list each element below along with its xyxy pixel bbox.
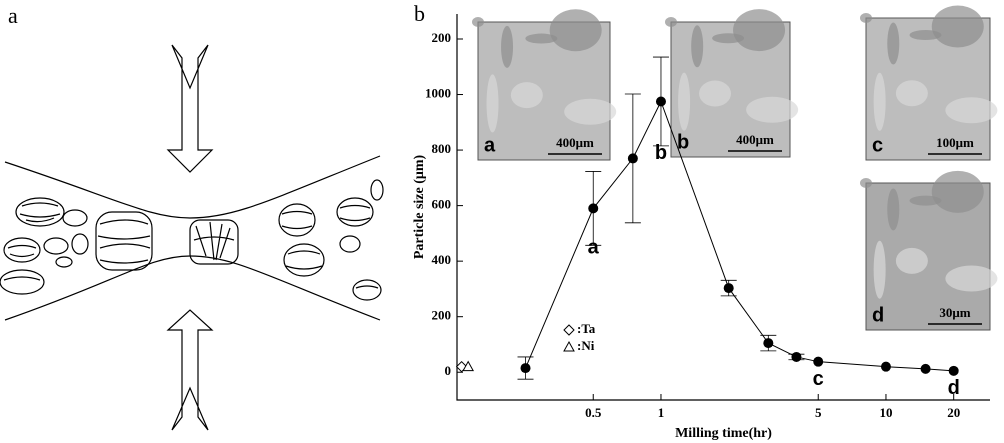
inset-texture	[945, 97, 998, 124]
data-point	[880, 361, 891, 372]
inset-texture	[887, 22, 900, 65]
legend-marker	[563, 340, 575, 352]
point-label: c	[813, 368, 824, 390]
data-point	[791, 351, 802, 362]
inset-texture	[678, 72, 691, 131]
point-label: a	[588, 237, 600, 259]
data-point	[520, 363, 531, 374]
inset-texture	[887, 188, 900, 231]
inset-texture	[699, 80, 732, 107]
inset-texture	[510, 82, 543, 109]
inset-texture	[945, 265, 998, 292]
scale-label: 30μm	[939, 305, 970, 320]
data-point	[763, 338, 774, 349]
inset-texture	[712, 33, 745, 44]
data-point	[813, 356, 824, 367]
data-point	[588, 203, 599, 214]
inset-texture	[733, 9, 786, 52]
inset-texture	[860, 178, 872, 188]
data-point	[462, 360, 475, 372]
data-point	[655, 96, 666, 107]
inset-label: a	[484, 134, 496, 156]
plot: 0 200 400 600 800 1000 200 0.5 1 5 10 20 Milling tim…	[412, 5, 998, 441]
data-point	[627, 153, 638, 164]
inset-texture	[486, 74, 499, 133]
inset-texture	[909, 30, 942, 41]
x-axis-label: Milling time(hr)	[675, 426, 772, 441]
inset-texture	[549, 9, 602, 52]
y-tick-label: 800	[432, 141, 452, 156]
inset-texture	[691, 25, 704, 68]
x-tick-label: 1	[658, 405, 665, 420]
legend-label: :Ta	[577, 321, 596, 336]
x-tick-label: 10	[879, 405, 892, 420]
inset-texture	[931, 170, 984, 213]
scale-label: 400μm	[736, 132, 774, 147]
inset-texture	[873, 72, 886, 131]
y-axis-label: Particle size (μm)	[412, 155, 427, 260]
inset-label: c	[872, 134, 883, 156]
x-tick-label: 20	[947, 405, 960, 420]
panel-label: a	[8, 3, 18, 28]
data-point	[723, 283, 734, 294]
y-tick-label: 200	[432, 30, 452, 45]
x-tick-label: 0.5	[585, 405, 602, 420]
y-tick-label: 0	[445, 363, 452, 378]
schematic	[0, 44, 384, 431]
inset-texture	[472, 17, 484, 27]
inset-texture	[895, 80, 928, 107]
data-point	[948, 365, 959, 376]
legend-marker	[563, 324, 575, 336]
inset-texture	[860, 13, 872, 23]
point-label: b	[655, 142, 667, 164]
panel-label: b	[414, 1, 425, 26]
scale-label: 400μm	[556, 135, 594, 150]
inset-label: d	[872, 304, 884, 326]
inset-texture	[746, 96, 799, 123]
point-label: d	[948, 377, 960, 399]
inset-texture	[564, 98, 617, 125]
inset-texture	[895, 247, 928, 274]
y-tick-label: 1000	[425, 86, 451, 101]
data-point	[920, 363, 931, 374]
inset-texture	[665, 17, 677, 27]
y-tick-label: 600	[432, 197, 452, 212]
scale-label: 100μm	[936, 135, 974, 150]
inset-texture	[525, 33, 558, 44]
y-tick-label: 200	[432, 308, 452, 323]
inset-texture	[501, 25, 514, 68]
x-tick-label: 5	[815, 405, 822, 420]
inset-texture	[931, 5, 984, 48]
legend-label: :Ni	[577, 338, 595, 353]
inset-texture	[909, 195, 942, 206]
axes	[456, 14, 990, 401]
inset-texture	[873, 240, 886, 299]
inset-label: b	[677, 131, 689, 153]
y-tick-label: 400	[432, 252, 452, 267]
